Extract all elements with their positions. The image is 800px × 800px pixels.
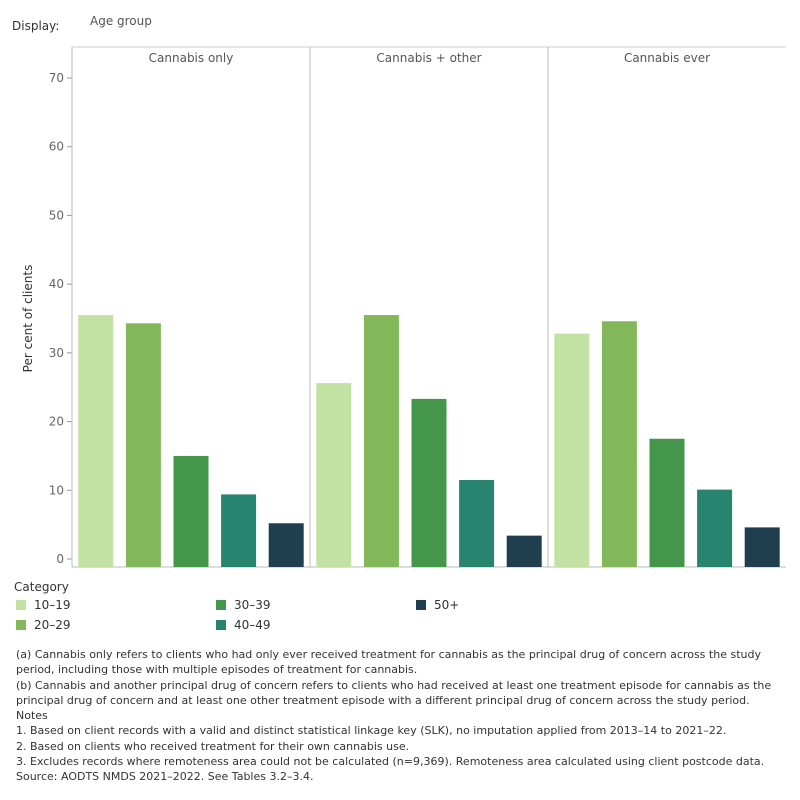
bar[interactable] <box>697 489 733 567</box>
y-tick-label: 30 <box>49 346 64 360</box>
panel-title: Cannabis + other <box>376 51 481 65</box>
bar[interactable] <box>411 398 447 567</box>
bar[interactable] <box>78 315 114 567</box>
legend-swatch-20-29 <box>16 620 26 630</box>
legend-label-20-29: 20–29 <box>34 618 71 632</box>
display-selector[interactable]: Age group <box>90 14 152 28</box>
y-tick-label: 0 <box>56 552 64 566</box>
bar[interactable] <box>601 321 637 567</box>
legend-item-30-39[interactable]: 30–39 <box>216 598 271 612</box>
bar[interactable] <box>649 438 685 567</box>
legend-item-50-plus[interactable]: 50+ <box>416 598 459 612</box>
legend: Category 10–19 20–29 30–39 40–49 50+ <box>14 580 614 636</box>
y-tick-label: 40 <box>49 277 64 291</box>
y-tick-label: 50 <box>49 208 64 222</box>
y-tick-label: 20 <box>49 415 64 429</box>
legend-item-10-19[interactable]: 10–19 <box>16 598 71 612</box>
legend-title: Category <box>14 580 69 594</box>
bar[interactable] <box>316 383 352 567</box>
y-axis-title: Per cent of clients <box>21 265 35 373</box>
y-tick-label: 70 <box>49 71 64 85</box>
display-control: Display: Age group <box>12 12 312 36</box>
panel-title: Cannabis only <box>149 51 234 65</box>
source-note: Source: AODTS NMDS 2021–2022. See Tables… <box>16 770 314 784</box>
legend-label-10-19: 10–19 <box>34 598 71 612</box>
legend-swatch-30-39 <box>216 600 226 610</box>
bar[interactable] <box>554 333 590 567</box>
bar-chart: 0 10 20 30 40 50 60 70 Per cent of clients Cannab… <box>21 46 786 568</box>
bar[interactable] <box>506 535 542 567</box>
y-tick-label: 60 <box>49 140 64 154</box>
bar[interactable] <box>363 315 399 567</box>
legend-label-50-plus: 50+ <box>434 598 460 612</box>
legend-label-40-49: 40–49 <box>234 618 271 632</box>
legend-label-30-39: 30–39 <box>234 598 271 612</box>
note-1: 1. Based on client records with a valid … <box>16 724 727 738</box>
display-label: Display: <box>12 19 60 33</box>
legend-swatch-40-49 <box>216 620 226 630</box>
note-3: 3. Excludes records where remoteness are… <box>16 755 765 769</box>
bar[interactable] <box>173 455 209 567</box>
note-2: 2. Based on clients who received treatme… <box>16 739 410 753</box>
footnote-a: (a) Cannabis only refers to clients who … <box>16 648 761 677</box>
footnote-b: (b) Cannabis and another principal drug … <box>16 678 772 707</box>
legend-swatch-10-19 <box>16 600 26 610</box>
legend-swatch-50-plus <box>416 600 426 610</box>
bar[interactable] <box>268 523 304 567</box>
bar[interactable] <box>744 527 780 567</box>
legend-item-40-49[interactable]: 40–49 <box>216 618 271 632</box>
y-tick-label: 10 <box>49 483 64 497</box>
bar[interactable] <box>459 479 495 567</box>
bar[interactable] <box>125 323 161 567</box>
panel-title: Cannabis ever <box>624 51 710 65</box>
notes-heading: Notes <box>16 709 48 723</box>
bar[interactable] <box>221 494 257 567</box>
footnotes: (a) Cannabis only refers to clients who … <box>16 647 786 785</box>
legend-item-20-29[interactable]: 20–29 <box>16 618 71 632</box>
